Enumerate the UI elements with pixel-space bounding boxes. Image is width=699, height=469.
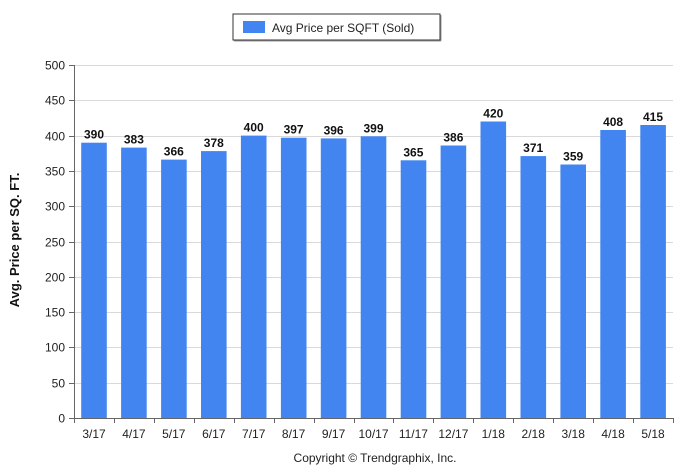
legend-label: Avg Price per SQFT (Sold) [272,21,414,35]
y-tick-label: 300 [45,200,65,214]
x-tick-label: 1/18 [482,427,506,441]
data-label: 383 [124,133,144,147]
y-tick-label: 150 [45,306,65,320]
bar [360,136,387,419]
x-tick-label: 9/17 [322,427,346,441]
data-label: 399 [363,121,383,135]
bar [320,138,347,418]
bar [201,151,227,418]
y-tick-label: 250 [45,236,65,250]
data-label: 359 [563,150,583,164]
x-tick-label: 5/18 [641,427,665,441]
data-labels: 390 383 366 378 400 397 396 399 365 386 420 371 359 4… [84,107,663,164]
y-tick-label: 0 [58,412,65,426]
data-label: 378 [204,136,224,150]
bar [240,135,267,418]
bar [121,147,147,418]
axes: 0 50 100 150 200 250 300 350 400 450 500 3/17 4/17 5/… [45,59,674,441]
y-tick-label: 500 [45,59,65,73]
bar [640,125,666,418]
bar [161,159,187,418]
data-label: 386 [443,131,463,145]
data-label: 365 [403,145,423,159]
data-label: 371 [523,141,543,155]
bar [480,121,507,418]
data-label: 396 [324,123,344,137]
y-tick-label: 350 [45,165,65,179]
bar [600,130,626,418]
y-tick-label: 100 [45,341,65,355]
bars [81,121,666,419]
data-label: 408 [603,115,623,129]
y-axis-title: Avg. Price per SQ. FT. [7,173,22,308]
x-tick-label: 10/17 [358,427,388,441]
bar [81,142,107,418]
data-label: 400 [244,121,264,135]
x-tick-label: 5/17 [162,427,186,441]
y-tick-label: 400 [45,130,65,144]
copyright-text: Copyright © Trendgraphix, Inc. [294,451,457,465]
bar [560,164,586,418]
y-tick-label: 450 [45,94,65,108]
legend-swatch [243,21,265,33]
bar [280,137,307,418]
bar [520,156,547,418]
x-tick-label: 4/18 [601,427,625,441]
x-tick-label: 2/18 [522,427,546,441]
y-tick-label: 200 [45,271,65,285]
bar [440,145,467,418]
x-tick-label: 12/17 [438,427,468,441]
data-label: 415 [643,110,663,124]
legend: Avg Price per SQFT (Sold) [232,13,442,42]
x-tick-label: 4/17 [122,427,146,441]
x-tick-label: 11/17 [399,427,428,441]
x-tick-label: 3/18 [562,427,586,441]
data-label: 390 [84,128,104,142]
x-tick-label: 3/17 [82,427,106,441]
bar [400,160,427,419]
data-label: 420 [483,107,503,121]
data-label: 366 [164,145,184,159]
data-label: 397 [284,123,304,137]
y-tick-label: 50 [52,377,66,391]
x-tick-label: 7/17 [242,427,266,441]
x-tick-label: 6/17 [202,427,226,441]
x-tick-label: 8/17 [282,427,306,441]
